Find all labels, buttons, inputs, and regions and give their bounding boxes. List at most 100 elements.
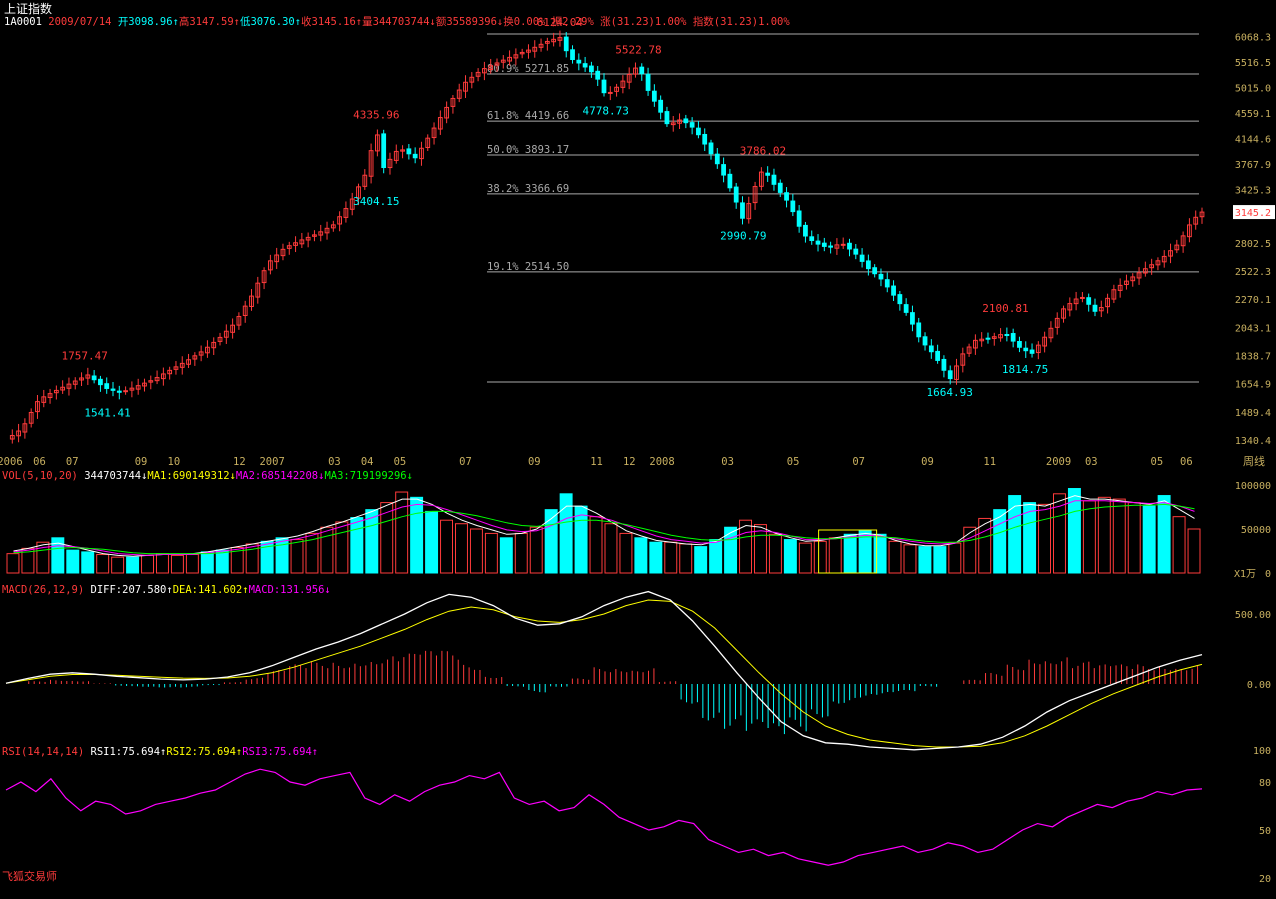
candle-body (563, 36, 569, 52)
x-tick-label: 2009 (1046, 456, 1071, 468)
volume-bar (1112, 498, 1126, 574)
volume-bar (395, 491, 409, 574)
candle-body (160, 373, 166, 380)
candle-body (746, 203, 752, 220)
volume-bar (559, 493, 573, 574)
candle-body (941, 358, 947, 371)
price-annotation: 5522.78 (615, 44, 661, 57)
volume-bar (993, 509, 1007, 574)
candle-body (85, 374, 91, 379)
candle-body (9, 435, 15, 440)
quote-low: 低3076.30↑ (239, 16, 302, 28)
candle-body (1035, 344, 1041, 354)
candle-body (840, 243, 846, 246)
volume-bar (604, 523, 618, 574)
candle-body (784, 192, 789, 201)
candle-body (192, 355, 198, 360)
candle-body (16, 430, 21, 437)
candle-body (72, 380, 78, 385)
candle-body (538, 43, 544, 48)
price-tick-label: 1489.4 (1235, 408, 1271, 419)
candle-body (1174, 244, 1180, 251)
candle-body (651, 90, 657, 102)
volume-bar (365, 509, 379, 574)
fib-level-label: 19.1% 2514.50 (487, 261, 569, 273)
candle-body (299, 239, 305, 245)
quote-amount: 额35589396↓ (435, 16, 504, 28)
candle-body (865, 260, 871, 270)
price-annotation: 1757.47 (61, 350, 107, 363)
candle-body (91, 375, 97, 381)
candle-body (1149, 264, 1155, 269)
candle-body (922, 336, 928, 346)
x-tick-label: 11 (983, 456, 996, 468)
volume-bar (81, 551, 95, 574)
candle-body (979, 338, 985, 342)
candle-body (803, 224, 808, 237)
candle-body (456, 89, 462, 99)
x-tick-label: 09 (921, 456, 934, 468)
candle-body (129, 387, 135, 391)
candle-body (1023, 347, 1029, 352)
volume-bar (948, 542, 962, 574)
candle-body (551, 38, 557, 43)
candle-body (330, 224, 336, 229)
candle-body (639, 66, 645, 75)
candle-body (1124, 280, 1129, 285)
candle-body (236, 316, 242, 326)
rsi-name: RSI(14,14,14) (2, 746, 85, 758)
volume-bar (724, 526, 738, 574)
candle-body (1048, 327, 1054, 339)
candle-body (375, 134, 380, 152)
candle-body (620, 80, 626, 88)
volume-bar (275, 537, 289, 574)
macd-dea-line (5, 599, 1203, 748)
candle-body (1092, 304, 1098, 312)
volume-bar (215, 549, 229, 574)
candle-body (463, 81, 468, 92)
candle-body (249, 295, 254, 307)
candle-body (186, 359, 191, 365)
volume-bar (350, 517, 364, 574)
volume-bar (1142, 505, 1156, 574)
x-tick-label: 09 (135, 456, 148, 468)
candle-body (1168, 250, 1173, 257)
volume-bar (619, 532, 633, 574)
volume-bar (873, 533, 887, 574)
vol-name: VOL(5,10,20) (2, 470, 78, 482)
volume-bar (843, 533, 857, 574)
candle-body (570, 49, 575, 61)
x-tick-label: 2008 (649, 456, 674, 468)
candle-body (343, 208, 349, 218)
vol-value: 344703744↓ (84, 470, 148, 482)
price-annotation: 4778.73 (582, 104, 628, 117)
candle-body (1073, 298, 1079, 305)
price-annotation: 3786.02 (740, 145, 786, 158)
volume-bar (514, 532, 528, 574)
candle-body (349, 198, 355, 210)
volume-tick-label: 50000 (1241, 525, 1271, 536)
candle-body (500, 59, 506, 63)
volume-bar (1172, 516, 1186, 574)
candle-body (79, 377, 84, 381)
candle-body (910, 312, 915, 325)
macd-diff: DIFF:207.580↑ (90, 584, 173, 596)
vol-ma2: MA2:685142208↓ (235, 470, 325, 482)
candle-body (582, 63, 588, 68)
x-unit-label: 周线 (1243, 454, 1265, 468)
candle-body (771, 174, 777, 185)
candle-body (1029, 349, 1035, 354)
candle-body (966, 346, 972, 354)
candle-body (696, 127, 701, 136)
volume-bar (1023, 502, 1037, 574)
volume-bar (1187, 528, 1201, 574)
candle-body (702, 133, 708, 145)
candle-body (1142, 268, 1148, 274)
candle-body (230, 324, 235, 333)
software-watermark: 飞狐交易师 (2, 870, 57, 883)
candle-body (1017, 340, 1022, 348)
price-tick-label: 5015.0 (1235, 83, 1271, 94)
x-tick-label: 04 (361, 456, 374, 468)
candle-body (412, 153, 418, 159)
